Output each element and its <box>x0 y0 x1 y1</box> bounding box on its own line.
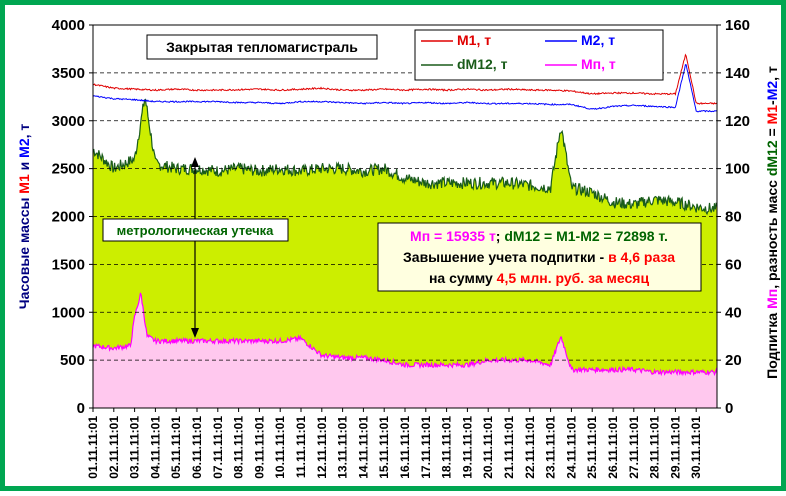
x-tick-label: 17.11.11:01 <box>419 416 433 479</box>
x-tick-label: 16.11.11:01 <box>398 416 412 479</box>
y-right-title-part: М1 <box>764 105 780 125</box>
summary-line1-part: ; <box>496 228 505 244</box>
y-right-title: Подпитка Мп, разность масс dM12 = М1-М2,… <box>764 66 780 379</box>
x-tick-label: 01.11.11:01 <box>86 416 100 479</box>
y-right-tick-label: 80 <box>725 209 742 226</box>
y-left-title-part: М2 <box>16 138 32 158</box>
y-right-tick-label: 140 <box>725 65 750 82</box>
x-tick-label: 30.11.11:01 <box>689 416 703 479</box>
x-tick-label: 29.11.11:01 <box>668 416 682 479</box>
legend-label: М2, т <box>581 32 615 48</box>
summary-box <box>377 222 702 292</box>
y-left-tick-label: 2000 <box>52 209 85 226</box>
y-right-tick-label: 60 <box>725 256 742 273</box>
y-right-title-part: Мп <box>764 289 780 309</box>
y-right-tick-label: 100 <box>725 161 750 178</box>
x-tick-label: 28.11.11:01 <box>648 416 662 479</box>
y-right-title-part: Подпитка <box>764 309 780 379</box>
summary-line2-part: Завышение учета подпитки - <box>403 249 608 265</box>
y-left-tick-label: 2500 <box>52 161 85 178</box>
x-tick-label: 10.11.11:01 <box>273 416 287 479</box>
y-right-tick-label: 20 <box>725 352 742 369</box>
x-tick-label: 24.11.11:01 <box>564 416 578 479</box>
leak-arrow-head-up <box>191 157 199 167</box>
legend-label: Мп, т <box>581 56 616 72</box>
x-tick-label: 04.11.11:01 <box>148 416 162 479</box>
x-tick-label: 23.11.11:01 <box>544 416 558 479</box>
y-left-title: Часовые массы М1 и М2, т <box>16 124 32 310</box>
x-tick-label: 20.11.11:01 <box>481 416 495 479</box>
x-tick-label: 19.11.11:01 <box>460 416 474 479</box>
summary-line3: на сумму 4,5 млн. руб. за месяц <box>429 270 650 286</box>
x-tick-label: 11.11.11:01 <box>294 416 308 478</box>
y-left-tick-label: 3000 <box>52 113 85 130</box>
y-left-tick-label: 1500 <box>52 256 85 273</box>
y-right-title-part: , т <box>764 66 780 81</box>
leak-label: метрологическая утечка <box>117 223 275 238</box>
x-tick-label: 05.11.11:01 <box>169 416 183 479</box>
y-left-title-part: Часовые массы <box>16 194 32 310</box>
y-left-title-part: , т <box>16 124 32 139</box>
legend-box <box>414 29 664 81</box>
y-left-title-part: М1 <box>16 174 32 194</box>
x-tick-label: 13.11.11:01 <box>336 416 350 479</box>
title-box <box>146 34 378 60</box>
y-left-tick-label: 4000 <box>52 17 85 34</box>
line-dm12 <box>92 98 718 216</box>
line-m2 <box>92 64 718 113</box>
x-tick-label: 25.11.11:01 <box>585 416 599 479</box>
leak-arrow-head-down <box>191 328 199 338</box>
line-mp <box>92 292 718 377</box>
y-left-title-part: и <box>16 158 32 174</box>
summary-line2-part: в 4,6 раза <box>608 249 675 265</box>
x-tick-label: 02.11.11:01 <box>107 416 121 479</box>
leak-label-box <box>102 218 289 242</box>
y-right-tick-label: 0 <box>725 400 733 417</box>
x-tick-label: 18.11.11:01 <box>440 416 454 479</box>
x-tick-label: 09.11.11:01 <box>252 416 266 479</box>
x-tick-label: 27.11.11:01 <box>627 416 641 479</box>
y-right-title-part: = <box>764 124 780 140</box>
summary-line3-part: на сумму <box>429 270 497 286</box>
y-left-tick-label: 1000 <box>52 304 85 321</box>
summary-line1: Мп = 15935 т; dM12 = М1-М2 = 72898 т. <box>410 228 668 244</box>
x-tick-label: 06.11.11:01 <box>190 416 204 479</box>
summary-line1-part: Мп = 15935 т <box>410 228 496 244</box>
line-m1 <box>92 53 718 105</box>
x-tick-label: 21.11.11:01 <box>502 416 516 479</box>
y-left-tick-label: 3500 <box>52 65 85 82</box>
x-tick-label: 07.11.11:01 <box>211 416 225 479</box>
area-mp <box>93 292 717 408</box>
x-tick-label: 22.11.11:01 <box>523 416 537 479</box>
x-tick-label: 15.11.11:01 <box>377 416 391 479</box>
x-tick-label: 03.11.11:01 <box>128 416 142 479</box>
x-tick-label: 12.11.11:01 <box>315 416 329 479</box>
y-right-title-part: , разность масс <box>764 176 780 289</box>
y-left-tick-label: 500 <box>60 352 85 369</box>
x-tick-label: 08.11.11:01 <box>232 416 246 479</box>
legend-label: М1, т <box>457 32 491 48</box>
y-right-tick-label: 40 <box>725 304 742 321</box>
y-left-tick-label: 0 <box>77 400 85 417</box>
chart: 0 500 1000 1500 2000 2500 3000 3500 4000 0 20 40 60 8… <box>16 17 780 479</box>
summary-line1-part: dM12 = М1-М2 = 72898 т. <box>504 228 668 244</box>
y-right-title-part: dM12 <box>764 140 780 176</box>
summary-line3-part: 4,5 млн. руб. за месяц <box>497 270 650 286</box>
y-right-title-part: - <box>764 100 780 105</box>
y-right-title-part: М2 <box>764 81 780 101</box>
x-tick-label: 26.11.11:01 <box>606 416 620 479</box>
y-right-tick-label: 160 <box>725 17 750 34</box>
legend-label: dM12, т <box>457 56 508 72</box>
x-tick-label: 14.11.11:01 <box>356 416 370 479</box>
summary-line2: Завышение учета подпитки - в 4,6 раза <box>403 249 675 265</box>
y-right-tick-label: 120 <box>725 113 750 130</box>
chart-title: Закрытая тепломагистраль <box>166 39 358 55</box>
